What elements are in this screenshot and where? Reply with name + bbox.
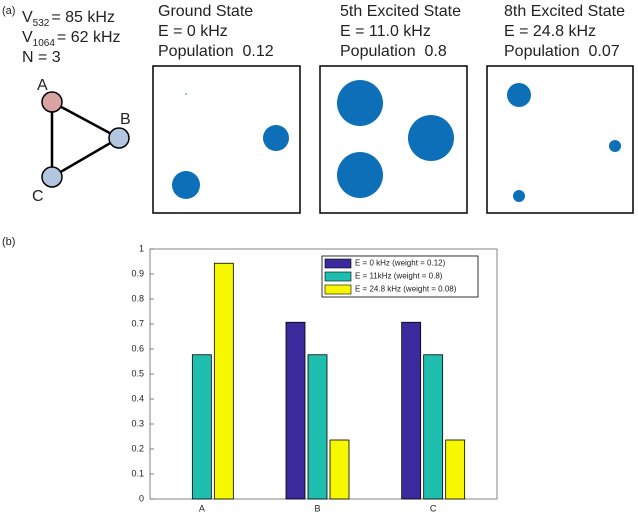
legend-swatch (324, 271, 352, 282)
param-subscript: 1064 (33, 38, 56, 49)
y-tick-label: 0.2 (131, 443, 144, 453)
edges (50, 99, 122, 180)
site (263, 125, 289, 151)
node-label: A (37, 77, 48, 94)
site (185, 93, 187, 95)
state-population: Population 0.07 (504, 43, 620, 60)
panel-label: (b) (2, 236, 15, 248)
state-title: Ground State (158, 3, 253, 20)
y-tick-label: 0.3 (131, 418, 144, 428)
params: V532 = 85 kHz V1064 = 62 kHz N = 3 (22, 9, 121, 66)
param-symbol: V (22, 9, 33, 26)
bar (329, 439, 350, 500)
site (408, 115, 454, 161)
node-label: C (32, 188, 44, 205)
param-symbol: V (22, 29, 33, 46)
state-title: 5th Excited State (340, 3, 461, 20)
legend-label: E = 11kHz (weight = 0.8) (355, 272, 443, 281)
state-energy: E = 11.0 kHz (340, 23, 431, 40)
state-box (152, 65, 301, 214)
y-tick-label: 0.8 (131, 293, 144, 303)
legend-label: E = 24.8 kHz (weight = 0.08) (355, 285, 457, 294)
bar (307, 354, 328, 500)
legend-label: E = 0 kHz (weight = 0.12) (355, 259, 446, 268)
y-tick-label: 1 (139, 243, 144, 253)
bar (423, 354, 444, 500)
bar (191, 354, 212, 500)
param: V1064 = 62 kHz (22, 29, 121, 48)
param: N = 3 (22, 49, 61, 66)
x-tick-label: C (430, 503, 437, 513)
node (41, 91, 63, 113)
bar (401, 321, 422, 500)
legend-swatch (324, 284, 352, 295)
y-tick-label: 0.5 (131, 368, 144, 378)
triangle: A B C (32, 77, 131, 205)
site (337, 80, 383, 126)
state-box (486, 65, 634, 214)
site (507, 83, 531, 107)
y-tick-label: 0.9 (131, 268, 144, 278)
y-tick-label: 0.4 (131, 393, 144, 403)
y-tick-label: 0 (139, 493, 144, 503)
param-subscript: 532 (33, 18, 50, 29)
y-tick-label: 0.1 (131, 468, 144, 478)
node (108, 127, 130, 149)
y-tick-label: 0.7 (131, 318, 144, 328)
node (41, 166, 63, 188)
node-label: B (120, 111, 131, 128)
state-box (319, 65, 468, 214)
x-tick-label: B (314, 503, 320, 513)
param: V532 = 85 kHz (22, 9, 115, 28)
state-population: Population 0.12 (158, 43, 274, 60)
site (513, 190, 525, 202)
param-value: = 62 kHz (57, 29, 121, 46)
x-tick-label: A (199, 503, 205, 513)
bar (285, 321, 306, 500)
state-energy: E = 24.8 kHz (504, 23, 596, 40)
states: Ground State E = 0 kHz Population 0.12 5… (152, 3, 634, 214)
y-tick-label: 0.6 (131, 343, 144, 353)
legend-swatch (324, 258, 352, 269)
bar (445, 439, 466, 500)
bar (213, 262, 234, 500)
panel-label: (a) (2, 5, 15, 17)
state-population: Population 0.8 (340, 43, 447, 60)
state-energy: E = 0 kHz (158, 23, 228, 40)
bar-chart: 0 0.1 0.2 0.3 0.4 0.5 0.6 0.7 0.8 0.9 1 A B C E = 0 kH… (131, 243, 479, 513)
site (609, 140, 621, 152)
site (337, 152, 383, 198)
param-value: = 85 kHz (51, 9, 115, 26)
state-title: 8th Excited State (504, 3, 625, 20)
site (172, 171, 200, 199)
